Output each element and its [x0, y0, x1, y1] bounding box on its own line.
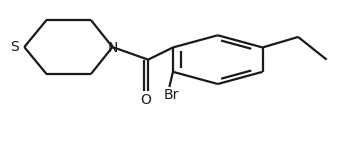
Text: O: O [141, 93, 151, 107]
Text: Br: Br [164, 88, 179, 102]
Text: S: S [11, 40, 19, 54]
Text: N: N [107, 41, 118, 55]
